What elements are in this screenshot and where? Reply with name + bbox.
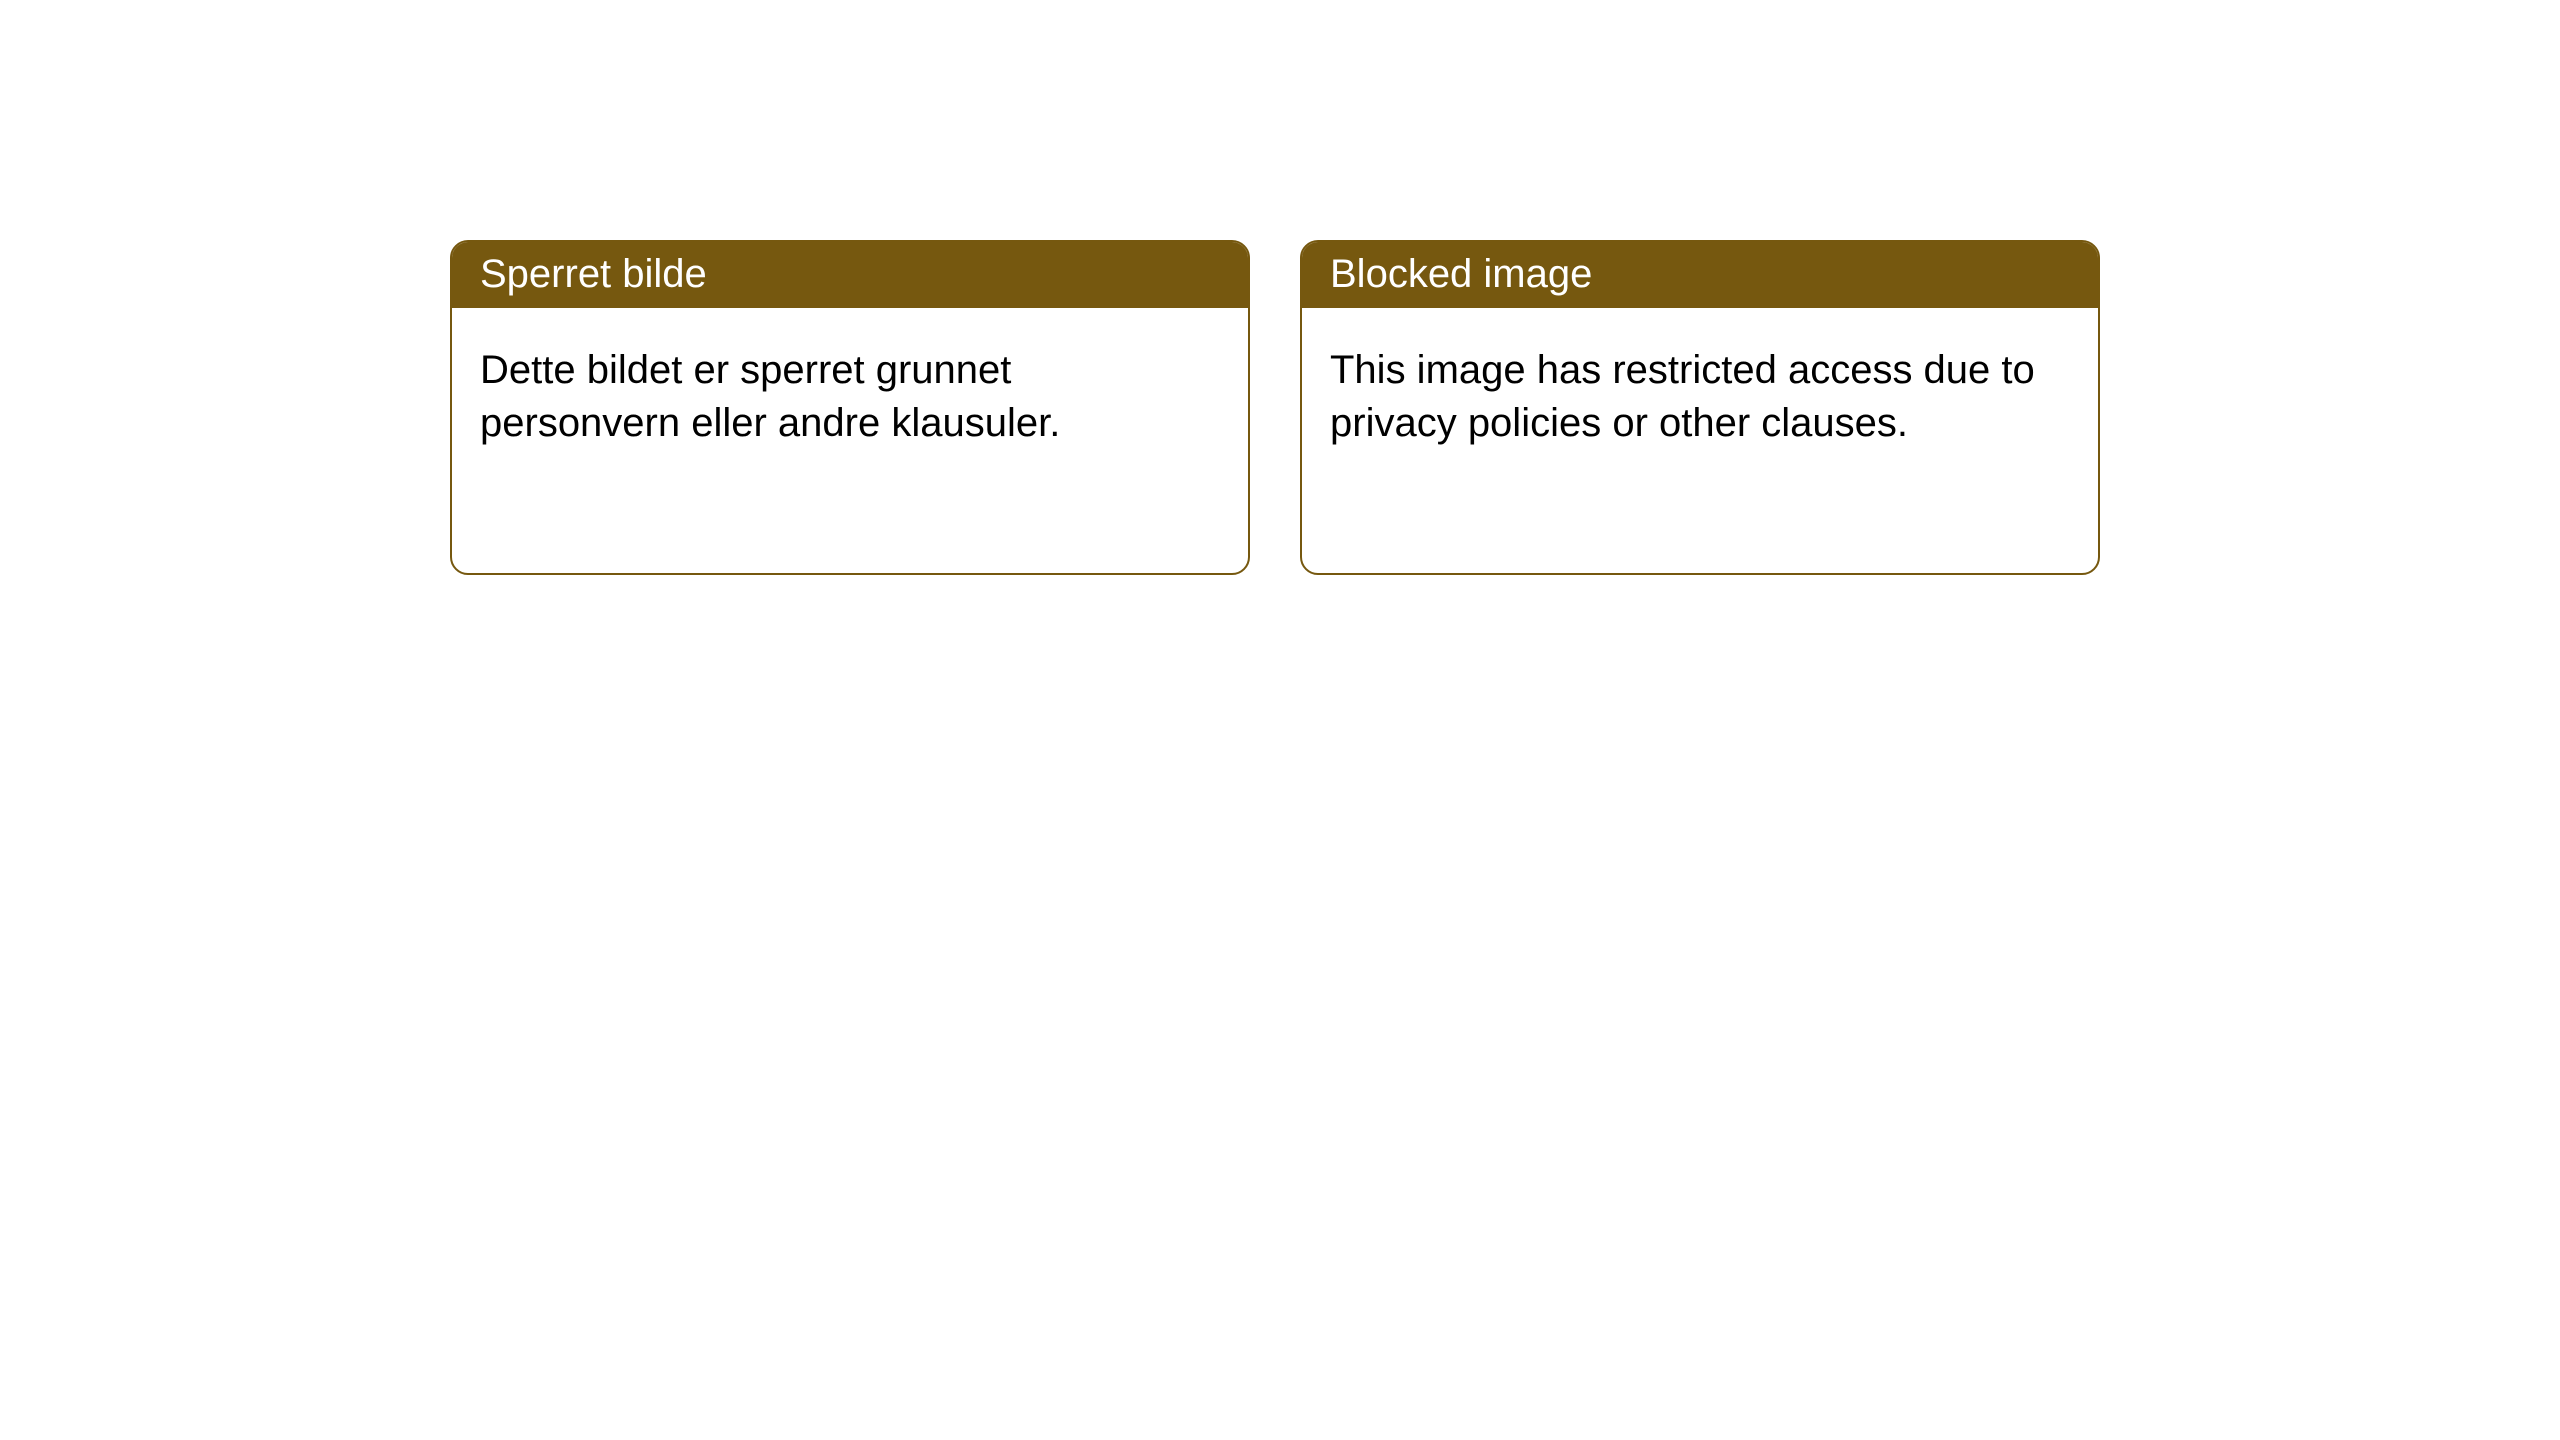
- card-body: This image has restricted access due to …: [1302, 308, 2098, 486]
- blocked-image-notice-no: Sperret bilde Dette bildet er sperret gr…: [450, 240, 1250, 575]
- notice-cards-container: Sperret bilde Dette bildet er sperret gr…: [0, 0, 2560, 575]
- card-title: Blocked image: [1302, 242, 2098, 308]
- card-body: Dette bildet er sperret grunnet personve…: [452, 308, 1248, 486]
- blocked-image-notice-en: Blocked image This image has restricted …: [1300, 240, 2100, 575]
- card-title: Sperret bilde: [452, 242, 1248, 308]
